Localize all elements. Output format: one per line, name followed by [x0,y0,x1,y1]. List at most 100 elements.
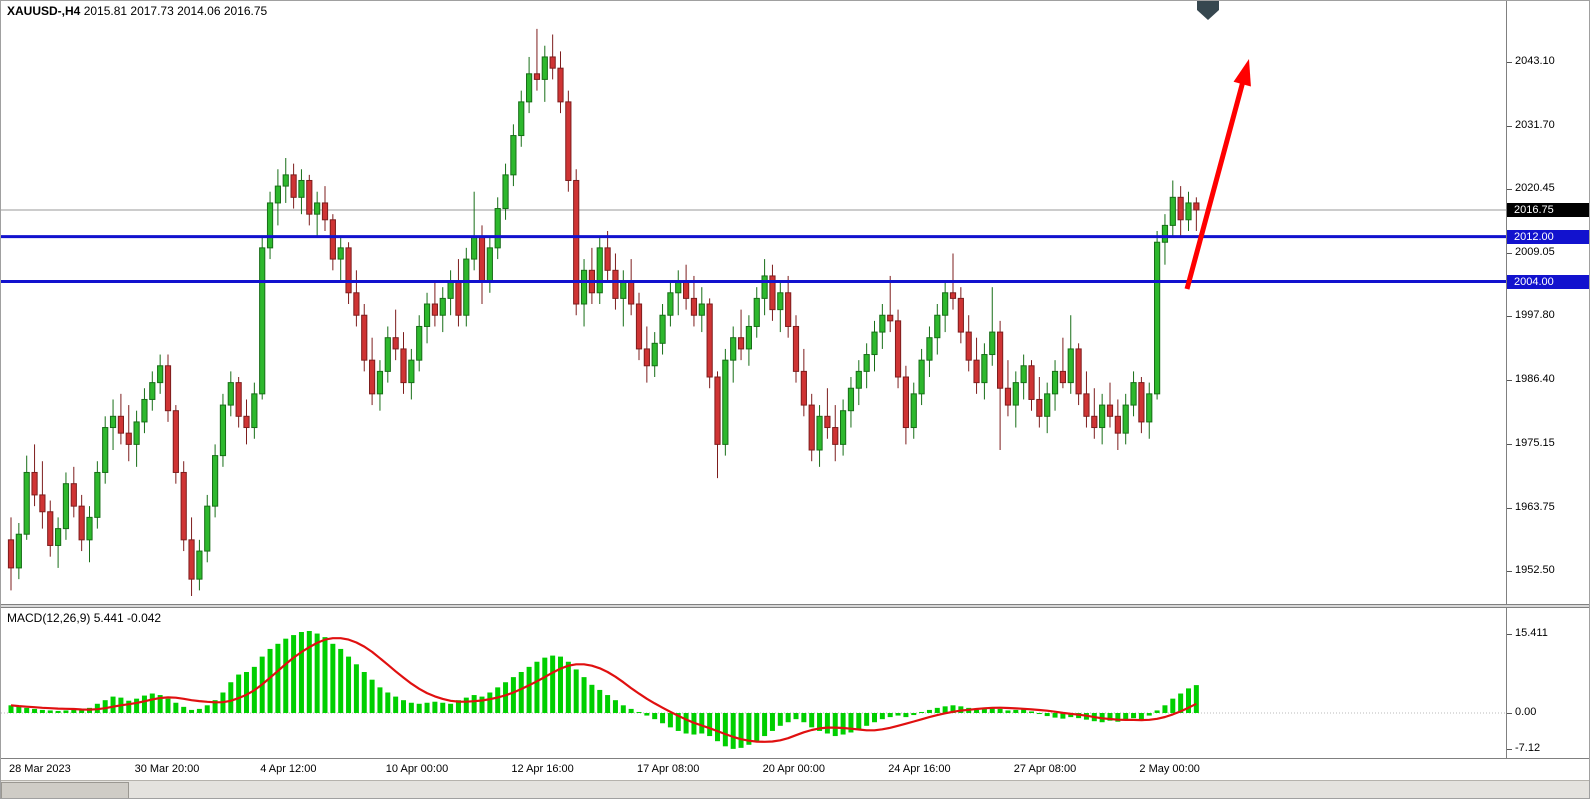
candle [125,405,132,462]
candle [439,287,446,333]
candle [635,292,643,361]
candle [494,197,501,260]
macd-histogram-bar [408,702,414,713]
candle [400,332,407,394]
macd-histogram-bar [1178,693,1184,713]
candle [86,506,93,563]
candle [298,169,305,215]
macd-histogram-bar [503,682,509,713]
macd-histogram-bar [47,710,53,713]
candle [7,517,15,591]
candle [934,304,941,355]
candle [518,90,525,147]
macd-histogram-bar [848,713,854,733]
scrollbar-handle[interactable] [1,782,129,798]
macd-histogram-bar [707,713,713,737]
candle [212,444,219,518]
candle [39,461,46,529]
price-tick-label: 2020.45 [1515,182,1555,195]
time-axis[interactable]: 28 Mar 2023 30 Mar 20:00 4 Apr 12:00 10 Apr… [1,758,1589,780]
candle [1091,388,1098,439]
candle [879,304,886,349]
candle [855,360,862,406]
price-axis[interactable]: 2043.10 2031.70 2020.45 2009.05 1997.80 1986.… [1506,1,1589,604]
pane-splitter[interactable] [1,604,1589,608]
candle [973,337,980,394]
price-tick-mark [1507,507,1512,509]
macd-histogram-bar [550,655,556,713]
candle [832,405,839,462]
trend-arrow-shaft[interactable] [1184,77,1247,290]
horizontal-scrollbar[interactable] [1,780,1589,798]
macd-tick-label: 15.411 [1515,627,1548,639]
candle [620,270,627,327]
candle [1185,191,1192,232]
macd-histogram-bar [173,702,179,713]
macd-histogram-bar [424,702,430,713]
candle [863,343,870,389]
macd-histogram-bar [801,713,807,723]
candle [706,298,713,389]
macd-histogram-bar [903,713,909,718]
macd-histogram-bar [762,713,768,737]
candle [840,399,847,456]
macd-histogram-bar [652,713,658,720]
candle [102,416,109,484]
macd-histogram-bar [1162,705,1168,713]
candle [690,275,698,327]
price-tick-mark [1507,62,1512,63]
candle [667,281,674,327]
macd-histogram-bar [8,705,14,713]
top-marker-icon[interactable] [1197,1,1219,20]
macd-histogram-bar [1021,708,1027,713]
candle [306,174,313,226]
candle [196,539,203,591]
macd-histogram-bar [16,706,22,713]
candle [337,236,344,282]
macd-histogram-bar [809,713,815,728]
candle [392,309,399,361]
macd-histogram-bar [244,671,249,713]
price-badge-level[interactable]: 2012.00 [1507,229,1589,244]
price-badge-level[interactable]: 2004.00 [1507,274,1589,289]
macd-histogram-bar [612,700,618,713]
macd-histogram-bar [1036,713,1042,715]
candle [1130,371,1137,417]
candle [290,163,297,209]
candlestick-chart[interactable] [1,1,1506,604]
price-tick-label: 2031.70 [1515,119,1555,131]
price-tick-mark [1507,570,1512,572]
macd-histogram-bar [526,666,532,713]
macd-histogram-bar [1107,713,1113,721]
candle [1004,360,1012,417]
candle [824,388,831,439]
macd-histogram-bar [385,692,391,713]
candle [408,348,415,400]
price-badge-current[interactable]: 2016.75 [1507,202,1589,217]
macd-histogram-bar [1193,685,1199,713]
macd-histogram-bar [440,702,446,713]
price-tick-mark [1507,380,1512,382]
macd-histogram-bar [1154,710,1160,713]
macd-histogram-bar [911,713,917,716]
time-axis-label: 28 Mar 2023 [9,763,71,775]
macd-histogram-bar [79,710,85,713]
candle [259,236,266,400]
trend-arrow-head[interactable] [1233,59,1251,87]
macd-chart[interactable] [1,608,1506,758]
candle [1012,371,1019,428]
macd-histogram-bar [926,709,932,713]
main-chart-pane[interactable]: XAUUSD-,H4 2015.81 2017.73 2014.06 2016.… [1,1,1506,604]
macd-indicator-pane[interactable]: MACD(12,26,9) 5.441 -0.042 [1,608,1506,758]
candle [541,45,548,102]
macd-histogram-bar [997,708,1003,713]
candle [188,517,195,596]
macd-histogram-bar [361,671,367,713]
macd-histogram-bar [448,703,454,713]
macd-histogram-bar [330,643,336,713]
candle [683,264,690,310]
macd-histogram-bar [346,656,352,713]
macd-value-axis[interactable]: 15.411 0.00 -7.12 [1506,608,1589,758]
candle [1161,214,1169,265]
macd-histogram-bar [1052,713,1058,718]
